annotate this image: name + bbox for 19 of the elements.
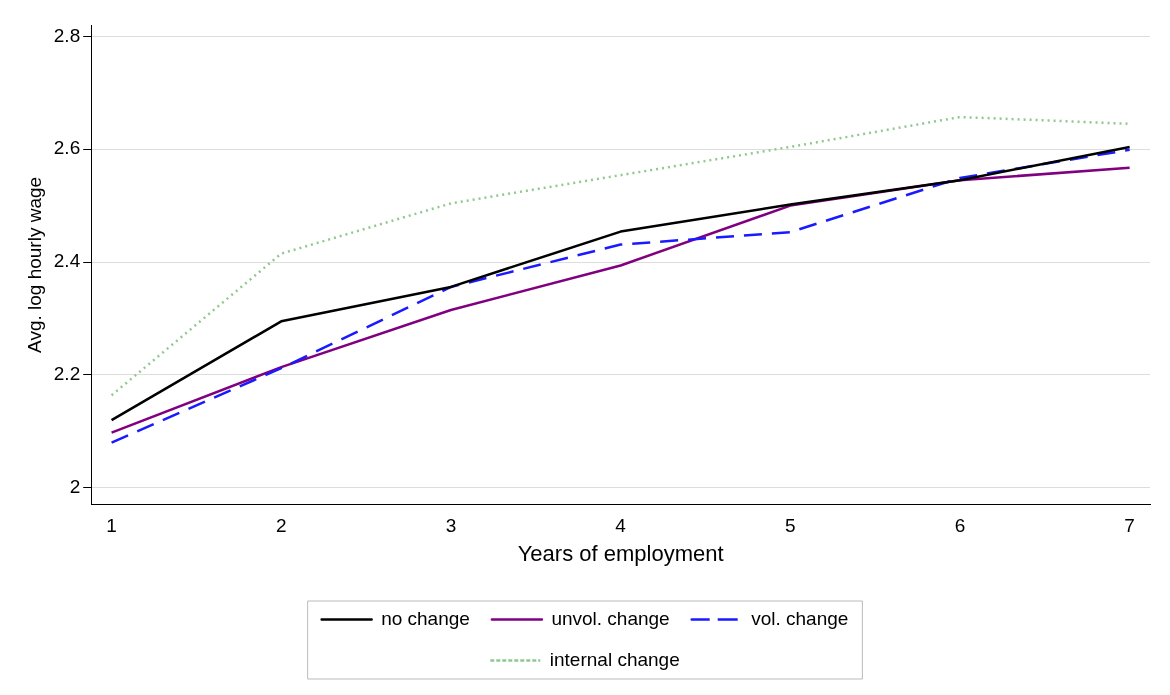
x-tick-label: 5	[784, 515, 796, 537]
x-tick-label: 1	[106, 515, 117, 537]
y-tick-label: 2.6	[53, 137, 81, 159]
line-series	[110, 115, 1131, 397]
legend-label: unvol. change	[551, 607, 670, 629]
x-tick-label: 7	[1124, 515, 1135, 537]
y-tick-label: 2.4	[53, 250, 81, 272]
x-tick-label: 3	[445, 515, 457, 537]
x-tick-label: 6	[954, 515, 966, 537]
y-tick-label: 2	[69, 476, 81, 498]
y-tick-label: 2.2	[53, 363, 81, 385]
x-axis-title: Years of employment	[517, 540, 724, 566]
legend-label: no change	[381, 607, 470, 629]
x-tick-label: 2	[275, 515, 287, 537]
y-tick-label: 2.8	[53, 24, 81, 46]
legend-label: vol. change	[751, 607, 849, 629]
x-tick-label: 4	[615, 515, 627, 537]
legend-label: internal change	[549, 648, 680, 670]
y-axis-title: Avg. log hourly wage	[23, 176, 45, 353]
